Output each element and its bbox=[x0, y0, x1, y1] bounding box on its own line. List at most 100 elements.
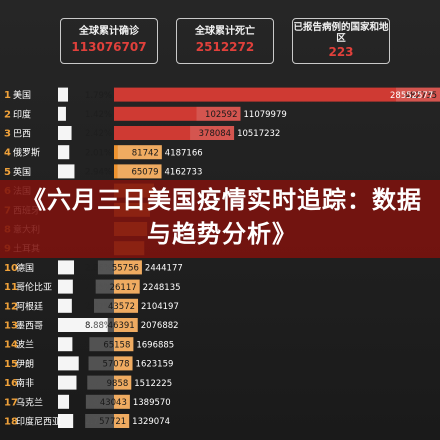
rank-label: 12 bbox=[4, 301, 18, 312]
pct-bar-18 bbox=[58, 414, 74, 428]
pct-bar-4 bbox=[58, 145, 70, 160]
country-label: 英国 bbox=[13, 166, 31, 178]
cases-label: 1623159 bbox=[136, 360, 174, 370]
banner-title: 《六月三日美国疫情实时追踪：数据与趋势分析》 bbox=[22, 186, 422, 248]
pct-label: 2.57% bbox=[85, 340, 112, 350]
cases-label: 4187166 bbox=[165, 148, 203, 158]
rank-label: 10 bbox=[4, 263, 18, 274]
rank-label: 17 bbox=[4, 397, 18, 408]
case-bar-4 bbox=[114, 145, 162, 160]
pct-bar-5 bbox=[58, 164, 75, 179]
rank-label: 16 bbox=[4, 378, 18, 389]
cases-label: 28552577 bbox=[390, 91, 433, 101]
case-bar-17 bbox=[114, 394, 130, 409]
pct-bar-16 bbox=[58, 375, 77, 390]
pct-label: 2.42% bbox=[85, 129, 112, 139]
pct-label: 2.47% bbox=[85, 302, 112, 312]
global-cases-value: 113076707 bbox=[71, 40, 147, 54]
pct-label: 1.97% bbox=[85, 398, 112, 408]
pct-bar-17 bbox=[58, 394, 70, 409]
deaths-box bbox=[117, 164, 162, 179]
cases-label: 4162733 bbox=[165, 168, 203, 178]
rank-label: 15 bbox=[4, 359, 18, 370]
cases-label: 1512225 bbox=[134, 379, 172, 389]
pct-bar-14 bbox=[58, 337, 73, 352]
rank-label: 18 bbox=[4, 417, 18, 428]
country-label: 墨西哥 bbox=[16, 321, 43, 332]
pct-label: 2.71% bbox=[85, 417, 112, 427]
pct-label: 2.86% bbox=[85, 264, 112, 274]
rank-label: 13 bbox=[4, 321, 18, 332]
pct-bar-3 bbox=[58, 126, 72, 140]
deaths-box bbox=[95, 279, 140, 294]
cases-label: 2248135 bbox=[143, 283, 181, 293]
deaths-box bbox=[88, 356, 133, 371]
case-bar-3 bbox=[114, 126, 235, 140]
rank-label: 11 bbox=[4, 282, 18, 293]
rank-label: 3 bbox=[4, 129, 11, 140]
pct-label: 8.88% bbox=[85, 321, 112, 331]
case-bar-12 bbox=[114, 298, 139, 313]
deaths-box bbox=[85, 394, 130, 409]
deaths-label: 57078 bbox=[102, 360, 129, 370]
country-label: 哥伦比亚 bbox=[16, 281, 52, 293]
pct-bar-11 bbox=[58, 279, 73, 294]
cases-label: 1329074 bbox=[132, 417, 170, 427]
country-label: 波兰 bbox=[16, 339, 34, 351]
deaths-box bbox=[85, 414, 130, 428]
rank-label: 1 bbox=[4, 90, 11, 101]
cases-label: 10517232 bbox=[237, 129, 280, 139]
deaths-label: 43043 bbox=[100, 398, 127, 408]
cases-label: 2104197 bbox=[141, 302, 179, 312]
deaths-label: 482735 bbox=[405, 91, 437, 101]
country-label: 巴西 bbox=[13, 129, 31, 140]
country-label: 伊朗 bbox=[16, 358, 34, 370]
deaths-box bbox=[93, 318, 138, 332]
case-bar-2 bbox=[114, 106, 241, 121]
case-bar-11 bbox=[114, 279, 140, 294]
country-label: 阿根廷 bbox=[16, 300, 43, 312]
pct-label: 3.70% bbox=[85, 360, 112, 370]
pct-label: 3.30% bbox=[85, 379, 112, 389]
pct-label: 1.42% bbox=[85, 110, 112, 120]
rank-label: 2 bbox=[4, 109, 11, 120]
pct-label: 2.94% bbox=[85, 168, 112, 178]
country-label: 美国 bbox=[13, 89, 31, 101]
deaths-label: 46391 bbox=[108, 321, 135, 331]
case-bar-5 bbox=[114, 164, 162, 179]
case-bar-16 bbox=[114, 375, 132, 390]
pct-label: 2.01% bbox=[85, 148, 112, 158]
country-label: 德国 bbox=[16, 262, 34, 274]
global-cases-card: 全球累计确诊 113076707 bbox=[60, 18, 158, 64]
cases-label: 1389570 bbox=[133, 398, 171, 408]
deaths-label: 43572 bbox=[108, 302, 135, 312]
deaths-box bbox=[196, 106, 241, 121]
pct-bar-2 bbox=[58, 106, 66, 121]
countries-value: 223 bbox=[328, 45, 354, 59]
cases-label: 2076882 bbox=[141, 321, 179, 331]
country-label: 俄罗斯 bbox=[13, 147, 40, 159]
pct-bar-1 bbox=[58, 87, 69, 102]
deaths-label: 65079 bbox=[131, 168, 158, 178]
global-cases-label: 全球累计确诊 bbox=[79, 26, 139, 37]
deaths-box bbox=[117, 145, 162, 160]
deaths-label: 81742 bbox=[132, 148, 159, 158]
rank-label: 4 bbox=[4, 148, 11, 159]
deaths-label: 57721 bbox=[99, 417, 126, 427]
country-label: 印度尼西亚 bbox=[16, 416, 61, 428]
countries-label: 已报告病例的国家和地区 bbox=[293, 22, 389, 44]
global-deaths-card: 全球累计死亡 2512272 bbox=[176, 18, 274, 64]
case-bar-1 bbox=[114, 87, 440, 102]
deaths-box bbox=[87, 375, 132, 390]
deaths-label: 26117 bbox=[110, 283, 137, 293]
case-bar-10 bbox=[114, 260, 142, 275]
cases-label: 11079979 bbox=[244, 110, 287, 120]
rank-label: 14 bbox=[4, 340, 18, 351]
title-banner: 《六月三日美国疫情实时追踪：数据与趋势分析》 bbox=[0, 180, 440, 258]
deaths-box bbox=[94, 298, 139, 313]
deaths-box bbox=[97, 260, 142, 275]
deaths-box bbox=[89, 337, 134, 352]
pct-bar-12 bbox=[58, 298, 72, 313]
